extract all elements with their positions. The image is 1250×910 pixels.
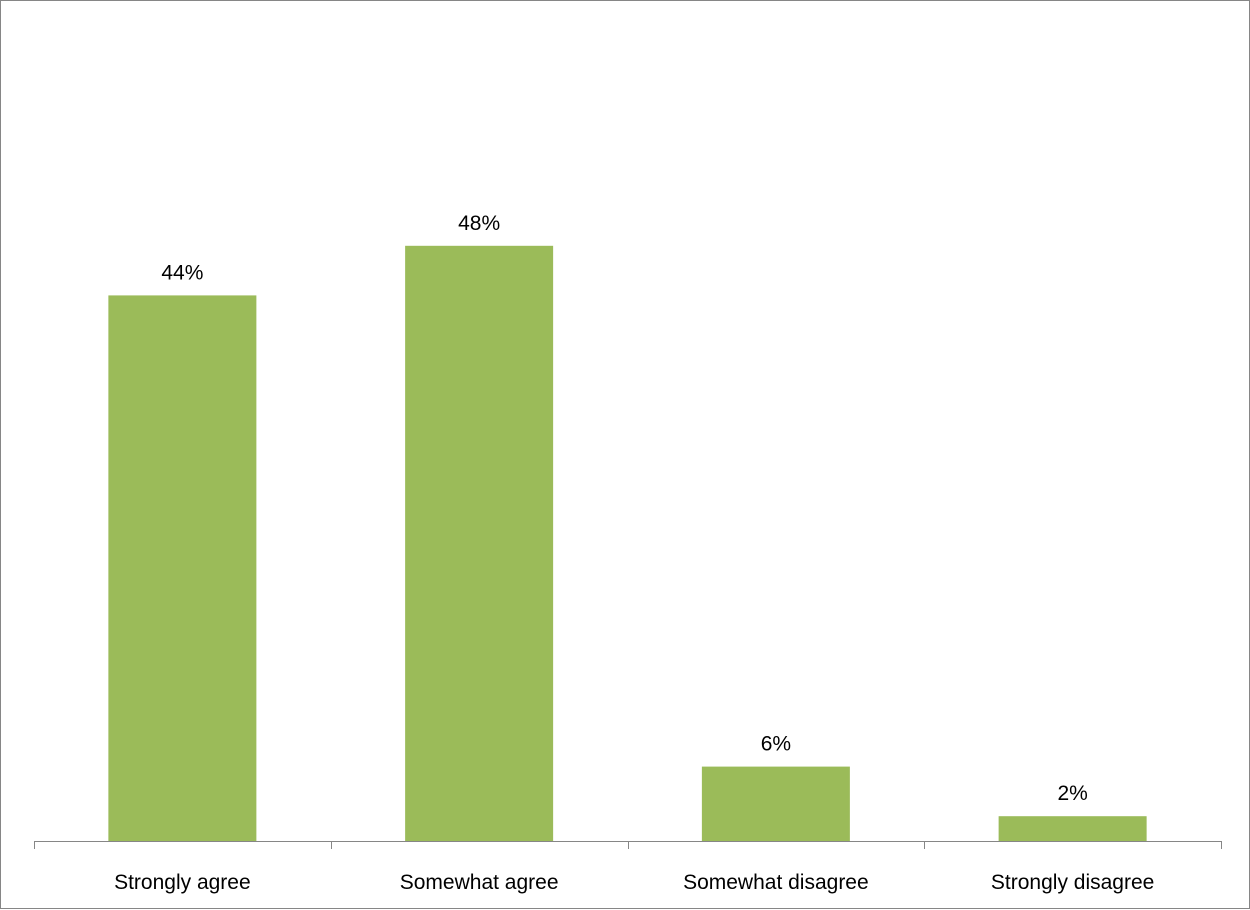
category-label-somewhat-agree: Somewhat agree [400,871,559,894]
data-label-strongly-disagree: 2% [1057,782,1087,805]
x-axis [34,841,1222,849]
bar-somewhat-disagree [701,766,850,841]
category-label-somewhat-disagree: Somewhat disagree [683,871,869,894]
data-label-strongly-agree: 44% [161,261,203,284]
bar-somewhat-agree [405,245,554,842]
bar-strongly-agree [108,295,257,841]
bar-strongly-disagree [998,816,1147,841]
bars-group [108,245,1147,842]
category-label-strongly-disagree: Strongly disagree [991,871,1154,894]
data-label-somewhat-agree: 48% [458,212,500,235]
category-label-strongly-agree: Strongly agree [114,871,251,894]
data-labels-group: 44% 48% 6% 2% [161,212,1087,805]
data-label-somewhat-disagree: 6% [761,733,791,756]
category-labels-group: Strongly agree Somewhat agree Somewhat dis… [114,871,1154,894]
